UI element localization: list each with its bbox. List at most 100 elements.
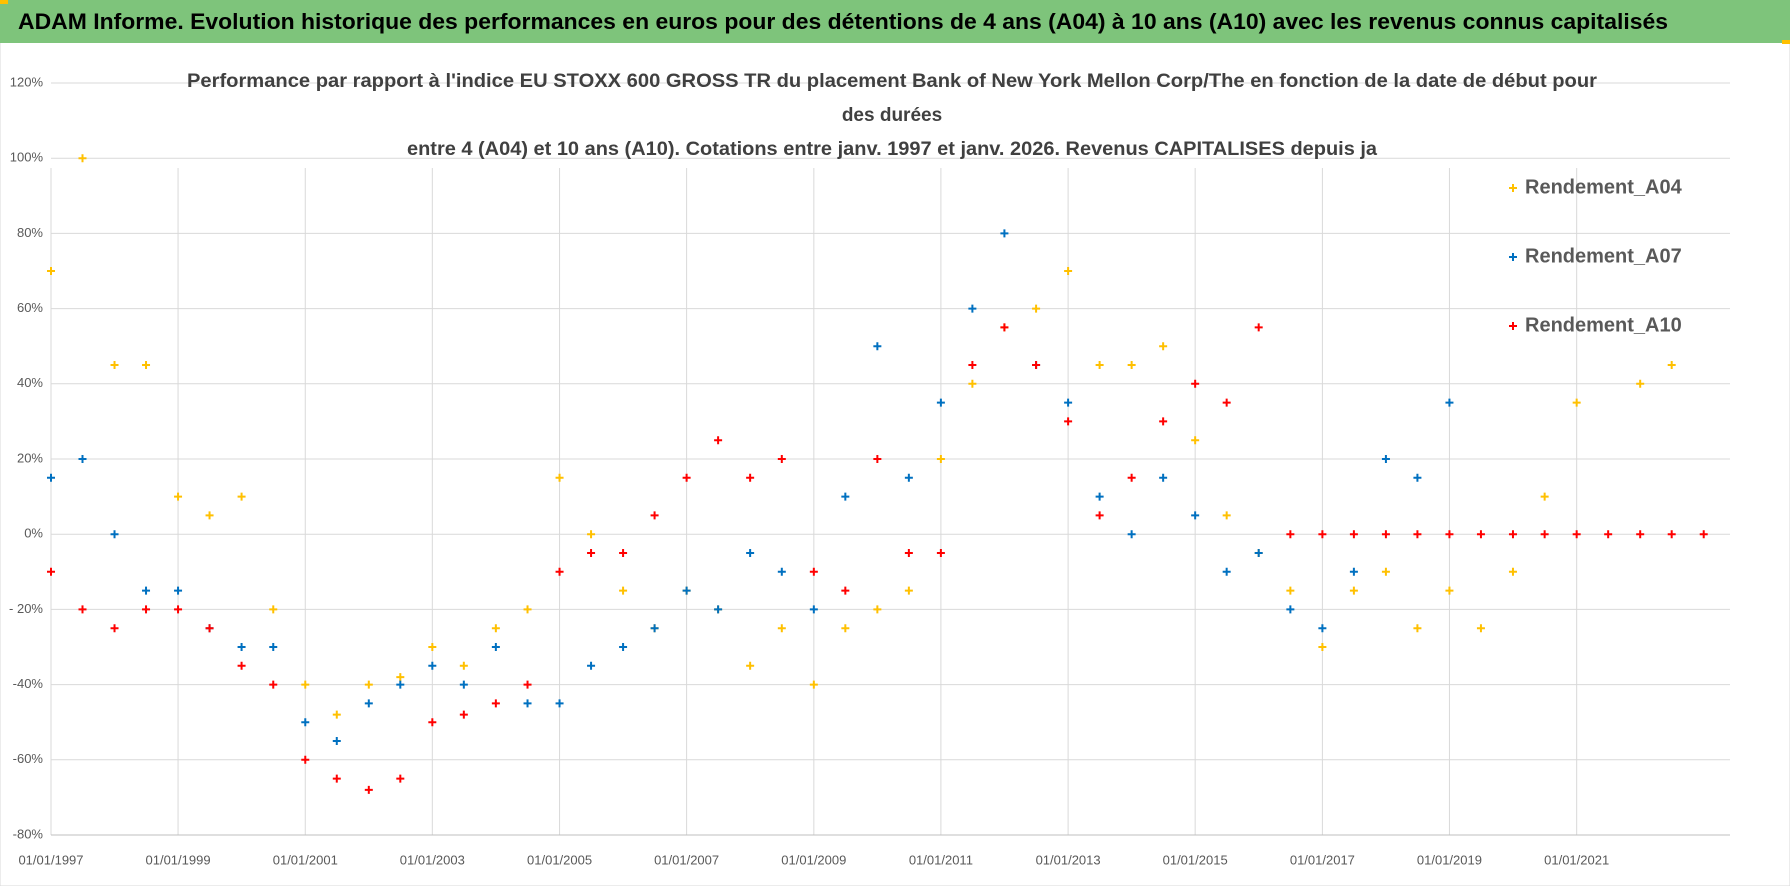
marker <box>332 710 341 719</box>
legend-marker <box>1509 184 1517 192</box>
marker <box>650 624 659 633</box>
marker <box>364 680 373 689</box>
marker <box>428 718 437 727</box>
marker <box>142 586 151 595</box>
marker <box>873 342 882 351</box>
marker <box>142 361 151 369</box>
x-tick-label: 01/01/2009 <box>781 852 846 867</box>
chart-title: des durées <box>842 105 942 126</box>
marker <box>777 624 786 633</box>
x-tick-label: 01/01/1999 <box>146 852 211 867</box>
marker <box>523 699 532 708</box>
marker <box>491 624 500 633</box>
marker <box>174 586 183 595</box>
marker <box>301 680 310 689</box>
marker <box>459 661 468 670</box>
y-tick-label: 20% <box>17 450 43 465</box>
marker <box>205 624 214 633</box>
marker <box>364 785 373 794</box>
marker <box>1540 530 1549 539</box>
marker <box>650 511 659 520</box>
marker <box>809 567 818 576</box>
marker <box>78 455 87 463</box>
marker <box>1413 624 1422 633</box>
marker <box>587 549 596 557</box>
marker <box>1381 530 1390 539</box>
marker <box>777 455 786 463</box>
marker <box>1095 361 1104 369</box>
marker <box>682 586 691 595</box>
marker <box>1349 586 1358 595</box>
y-tick-label: 100% <box>10 150 44 165</box>
marker <box>142 605 151 614</box>
marker <box>1032 361 1041 369</box>
marker <box>1064 267 1073 275</box>
legend-label: Rendement_A07 <box>1525 245 1682 267</box>
marker <box>237 643 246 651</box>
corner <box>1782 40 1790 44</box>
marker <box>459 710 468 719</box>
marker <box>1191 511 1200 520</box>
marker <box>1222 398 1231 407</box>
x-tick-label: 01/01/2007 <box>654 852 719 867</box>
marker <box>47 267 55 275</box>
marker <box>936 398 945 407</box>
marker <box>1159 417 1168 426</box>
marker <box>523 680 532 689</box>
marker <box>777 567 786 576</box>
x-tick-label: 01/01/1997 <box>18 852 83 867</box>
marker <box>396 774 405 783</box>
marker <box>1318 643 1327 651</box>
marker <box>78 154 87 163</box>
marker <box>110 361 119 369</box>
marker <box>682 473 691 482</box>
marker <box>1318 530 1327 539</box>
marker <box>1000 229 1009 238</box>
marker <box>714 436 723 445</box>
marker <box>904 473 913 482</box>
marker <box>459 680 468 689</box>
x-tick-label: 01/01/2003 <box>400 852 465 867</box>
marker <box>1286 605 1295 614</box>
legend-marker <box>1509 322 1517 330</box>
marker <box>587 661 596 670</box>
marker <box>1476 530 1485 539</box>
marker <box>428 661 437 670</box>
legend-marker <box>1509 253 1517 261</box>
y-tick-label: 40% <box>17 375 43 390</box>
chart-title: entre 4 (A04) et 10 ans (A10). Cotations… <box>407 139 1377 160</box>
x-tick-label: 01/01/2021 <box>1544 852 1609 867</box>
marker <box>1127 473 1136 482</box>
marker <box>1508 530 1517 539</box>
marker <box>968 379 977 388</box>
marker <box>301 755 310 764</box>
marker <box>491 643 500 651</box>
marker <box>968 304 977 313</box>
marker <box>1000 323 1009 332</box>
marker <box>746 473 755 482</box>
marker <box>1254 549 1263 557</box>
x-tick-label: 01/01/2019 <box>1417 852 1482 867</box>
marker <box>1413 530 1422 539</box>
marker <box>746 661 755 670</box>
y-tick-label: 80% <box>17 225 43 240</box>
marker <box>110 530 119 539</box>
marker <box>936 549 945 557</box>
marker <box>619 643 628 651</box>
x-tick-label: 01/01/2013 <box>1036 852 1101 867</box>
chart-title: Performance par rapport à l'indice EU ST… <box>187 71 1598 92</box>
marker <box>1159 342 1168 351</box>
marker <box>1254 323 1263 332</box>
marker <box>396 673 405 682</box>
marker <box>873 455 882 463</box>
marker <box>428 643 437 651</box>
marker <box>1318 624 1327 633</box>
marker <box>1032 304 1041 313</box>
y-tick-label: -60% <box>13 751 44 766</box>
marker <box>1636 530 1645 539</box>
marker <box>1413 473 1422 482</box>
marker <box>968 361 977 369</box>
marker <box>269 643 278 651</box>
marker <box>1604 530 1613 539</box>
marker <box>47 567 55 576</box>
